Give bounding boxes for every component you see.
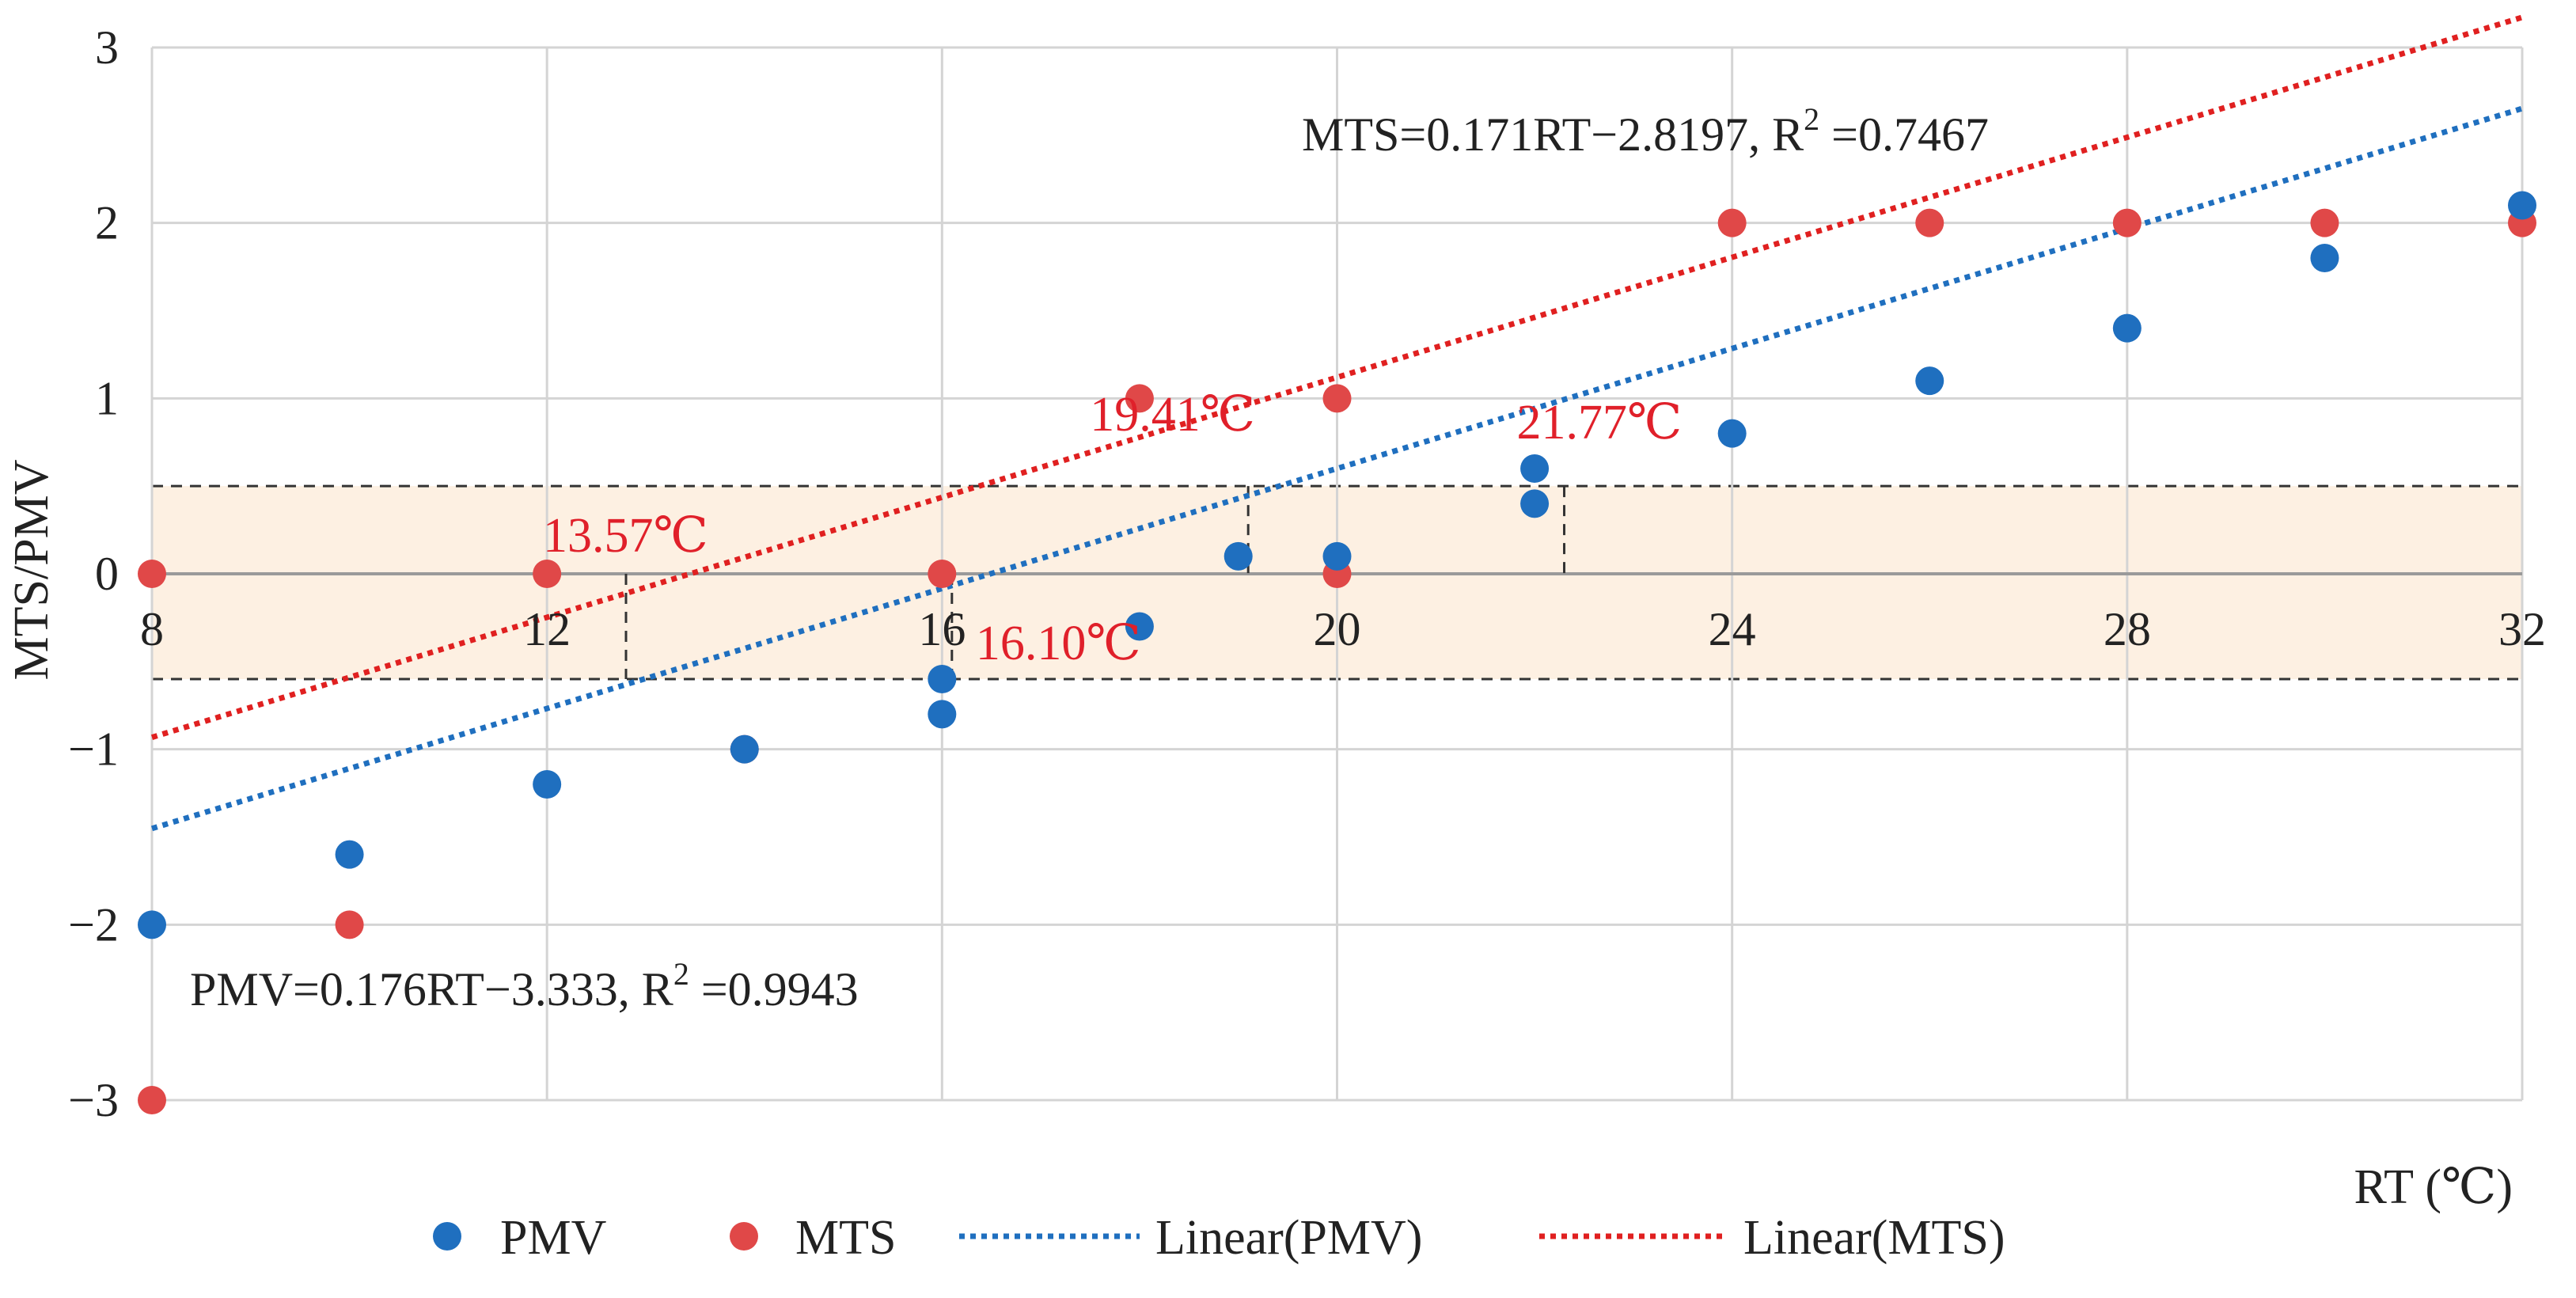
y-tick-label: −2: [68, 898, 119, 951]
pmv-point: [1520, 454, 1550, 483]
y-tick-label: −3: [68, 1074, 119, 1126]
mts-point: [1125, 384, 1154, 413]
y-tick-label: 3: [95, 21, 119, 74]
pmv-point: [1125, 612, 1154, 641]
mts-equation-sup: 2: [1804, 101, 1819, 137]
annotation-label-a1610: 16.10℃: [976, 617, 1141, 670]
x-tick-label: 16: [918, 603, 966, 655]
legend-linear-mts-label: Linear(MTS): [1743, 1211, 2005, 1265]
pmv-equation-main: PMV=0.176RT−3.333, R: [190, 963, 673, 1015]
pmv-point: [1322, 541, 1352, 571]
mts-point: [138, 1086, 166, 1114]
pmv-point: [1520, 489, 1550, 518]
pmv-equation-sup: 2: [673, 956, 689, 992]
pmv-point: [2310, 244, 2339, 272]
mts-point: [1322, 384, 1352, 413]
x-tick-label: 12: [523, 603, 571, 655]
mts-point: [1915, 208, 1944, 237]
pmv-point: [928, 700, 957, 729]
mts-equation-tail: =0.7467: [1819, 108, 1989, 161]
legend: PMV MTS Linear(PMV) Linear(MTS): [433, 1211, 2005, 1265]
pmv-point: [1224, 541, 1253, 571]
pmv-point: [533, 770, 562, 799]
annotation-lines: [624, 486, 1566, 679]
pmv-point: [1717, 419, 1747, 448]
pmv-point: [335, 840, 364, 869]
legend-pmv-marker: [433, 1222, 461, 1251]
point-layer: [138, 191, 2536, 1114]
pmv-equation-tail: =0.9943: [689, 963, 859, 1015]
x-tick-label: 24: [1709, 603, 1756, 655]
legend-mts-marker: [730, 1222, 758, 1251]
annotation-labels: 13.57℃ 16.10℃ 19.41℃ 21.77℃: [543, 388, 1682, 670]
x-tick-label: 20: [1314, 603, 1361, 655]
pmv-equation: PMV=0.176RT−3.333, R2 =0.9943: [190, 956, 859, 1015]
y-axis-title: MTS/PMV: [5, 459, 59, 680]
annotation-label-a1941: 19.41℃: [1090, 388, 1255, 442]
mts-point: [2310, 208, 2339, 237]
x-tick-label: 8: [140, 603, 164, 655]
trendline-mts: [150, 14, 2524, 740]
y-tick-label: 2: [95, 197, 119, 249]
y-tick-label: 1: [95, 372, 119, 424]
mts-point: [533, 560, 562, 588]
mts-equation-main: MTS=0.171RT−2.8197, R: [1302, 108, 1804, 161]
pmv-point: [2112, 313, 2142, 343]
y-tick-label: 0: [95, 548, 119, 600]
annotation-label-a1357: 13.57℃: [543, 509, 708, 563]
mts-equation: MTS=0.171RT−2.8197, R2 =0.7467: [1302, 101, 1989, 161]
mts-point: [2112, 208, 2142, 237]
pmv-point: [730, 734, 759, 764]
mts-point: [928, 560, 957, 588]
pmv-point: [138, 910, 166, 939]
x-axis-title: RT (℃): [2354, 1160, 2513, 1214]
mts-point: [138, 560, 166, 588]
legend-linear-pmv-label: Linear(PMV): [1155, 1211, 1422, 1265]
pmv-point: [928, 665, 957, 693]
legend-pmv-label: PMV: [500, 1211, 607, 1265]
pmv-point: [1915, 366, 1944, 396]
annotation-label-a2177: 21.77℃: [1517, 396, 1683, 450]
x-tick-label: 32: [2498, 603, 2546, 655]
y-tick-label: −1: [68, 723, 119, 776]
pmv-point: [2508, 191, 2536, 220]
mts-point: [335, 910, 364, 939]
legend-mts-label: MTS: [795, 1211, 896, 1265]
x-tick-label: 28: [2104, 603, 2151, 655]
mts-point: [1717, 208, 1747, 237]
